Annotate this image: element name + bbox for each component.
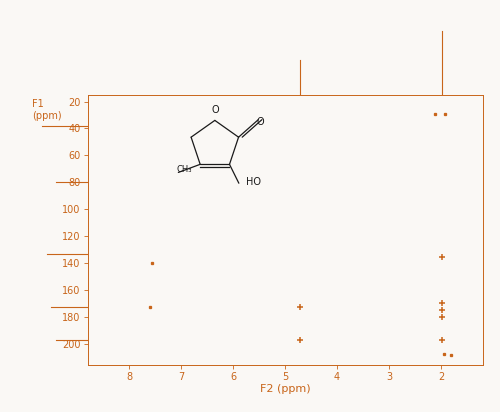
X-axis label: F2 (ppm): F2 (ppm)	[260, 384, 310, 394]
Text: HO: HO	[246, 177, 261, 187]
Text: O: O	[211, 105, 218, 115]
Text: O: O	[256, 117, 264, 127]
Text: F1
(ppm): F1 (ppm)	[32, 99, 62, 121]
Text: CH₃: CH₃	[176, 165, 192, 174]
